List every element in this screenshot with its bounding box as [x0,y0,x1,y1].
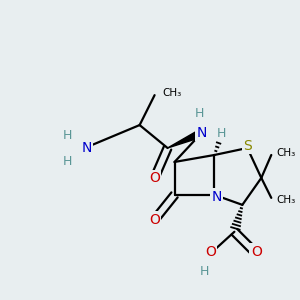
Text: N: N [211,190,222,204]
Text: H: H [195,106,204,120]
Text: N: N [82,141,92,155]
Text: O: O [205,245,216,259]
Text: CH₃: CH₃ [163,88,182,98]
Text: CH₃: CH₃ [276,148,296,158]
Text: H: H [63,128,73,142]
Polygon shape [168,129,203,148]
Text: O: O [251,245,262,259]
Text: O: O [149,213,160,227]
Text: CH₃: CH₃ [276,195,296,205]
Text: H: H [63,155,73,169]
Text: H: H [200,265,209,278]
Text: H: H [217,127,226,140]
Text: S: S [243,139,252,153]
Text: N: N [196,126,207,140]
Text: O: O [149,171,160,185]
